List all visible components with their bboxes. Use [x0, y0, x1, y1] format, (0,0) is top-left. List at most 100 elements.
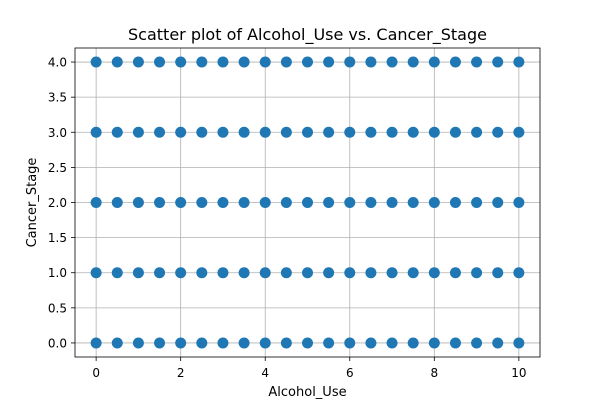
data-point: [428, 267, 440, 279]
data-point: [280, 337, 292, 349]
data-point: [259, 197, 271, 208]
data-point: [492, 197, 504, 208]
data-point: [344, 126, 356, 138]
y-tick-label: 3.5: [48, 91, 67, 105]
data-point: [513, 126, 525, 138]
y-tick-label: 4.0: [48, 56, 67, 70]
x-tick-label: 8: [430, 366, 438, 380]
x-tick-label: 10: [511, 366, 526, 380]
data-point: [175, 267, 187, 279]
data-point: [154, 126, 166, 138]
data-point: [513, 56, 525, 68]
y-tick-label: 2.0: [48, 196, 67, 210]
data-point: [449, 267, 461, 279]
data-point: [196, 197, 208, 208]
data-point: [323, 267, 335, 279]
y-tick-label: 0.0: [48, 336, 67, 350]
data-point: [302, 267, 313, 279]
data-point: [238, 197, 250, 208]
data-point: [90, 197, 102, 208]
data-point: [217, 126, 229, 138]
x-axis-label: Alcohol_Use: [268, 385, 346, 400]
data-point: [175, 197, 187, 208]
x-tick-label: 0: [92, 366, 100, 380]
data-point: [196, 337, 208, 349]
data-point: [407, 337, 419, 349]
data-point: [386, 337, 398, 349]
data-point: [492, 337, 504, 349]
data-point: [90, 126, 102, 138]
data-point: [259, 126, 271, 138]
data-point: [302, 337, 313, 349]
x-tick-label: 4: [261, 366, 269, 380]
data-point: [196, 56, 208, 68]
data-point: [344, 56, 356, 68]
data-point: [386, 197, 398, 208]
data-point: [259, 337, 271, 349]
data-point: [154, 56, 166, 68]
data-point: [132, 337, 144, 349]
y-tick-label: 3.0: [48, 126, 67, 140]
data-point: [407, 197, 419, 208]
data-point: [492, 56, 504, 68]
data-point: [365, 197, 377, 208]
data-point: [175, 126, 187, 138]
data-point: [111, 337, 123, 349]
data-point: [90, 267, 102, 279]
data-point: [365, 56, 377, 68]
data-point: [323, 126, 335, 138]
data-point: [280, 56, 292, 68]
data-point: [407, 267, 419, 279]
data-point: [471, 267, 483, 279]
data-point: [217, 337, 229, 349]
data-point: [238, 267, 250, 279]
data-point: [428, 126, 440, 138]
data-point: [302, 126, 313, 138]
data-point: [471, 126, 483, 138]
data-point: [492, 126, 504, 138]
data-point: [217, 267, 229, 279]
y-tick-label: 2.5: [48, 161, 67, 175]
x-axis-ticks: 0 2 4 6 8 10: [92, 357, 527, 380]
data-point: [132, 267, 144, 279]
data-point: [238, 126, 250, 138]
data-point: [111, 267, 123, 279]
data-point: [280, 267, 292, 279]
data-point: [111, 126, 123, 138]
data-point: [302, 197, 313, 208]
data-point: [386, 56, 398, 68]
data-point: [344, 197, 356, 208]
chart-title: Scatter plot of Alcohol_Use vs. Cancer_S…: [128, 25, 487, 45]
data-point: [259, 267, 271, 279]
data-point: [238, 56, 250, 68]
data-point: [492, 267, 504, 279]
data-point: [386, 126, 398, 138]
data-point: [280, 126, 292, 138]
data-point: [154, 197, 166, 208]
data-point: [365, 337, 377, 349]
x-tick-label: 6: [346, 366, 354, 380]
data-point: [132, 126, 144, 138]
data-point: [90, 337, 102, 349]
data-point: [449, 197, 461, 208]
data-point: [386, 267, 398, 279]
data-point: [238, 337, 250, 349]
data-point: [259, 56, 271, 68]
data-point: [111, 56, 123, 68]
data-point: [428, 56, 440, 68]
data-point: [344, 337, 356, 349]
data-point: [513, 197, 525, 208]
y-axis-ticks: 0.0 0.5 1.0 1.5 2.0 2.5 3.0 3.5 4.0: [48, 56, 75, 350]
y-tick-label: 1.5: [48, 231, 67, 245]
data-point: [132, 197, 144, 208]
data-point: [513, 337, 525, 349]
y-tick-label: 1.0: [48, 266, 67, 280]
data-point: [513, 267, 525, 279]
data-point: [471, 56, 483, 68]
data-point: [90, 56, 102, 68]
data-point: [471, 337, 483, 349]
data-point: [111, 197, 123, 208]
data-point: [344, 267, 356, 279]
